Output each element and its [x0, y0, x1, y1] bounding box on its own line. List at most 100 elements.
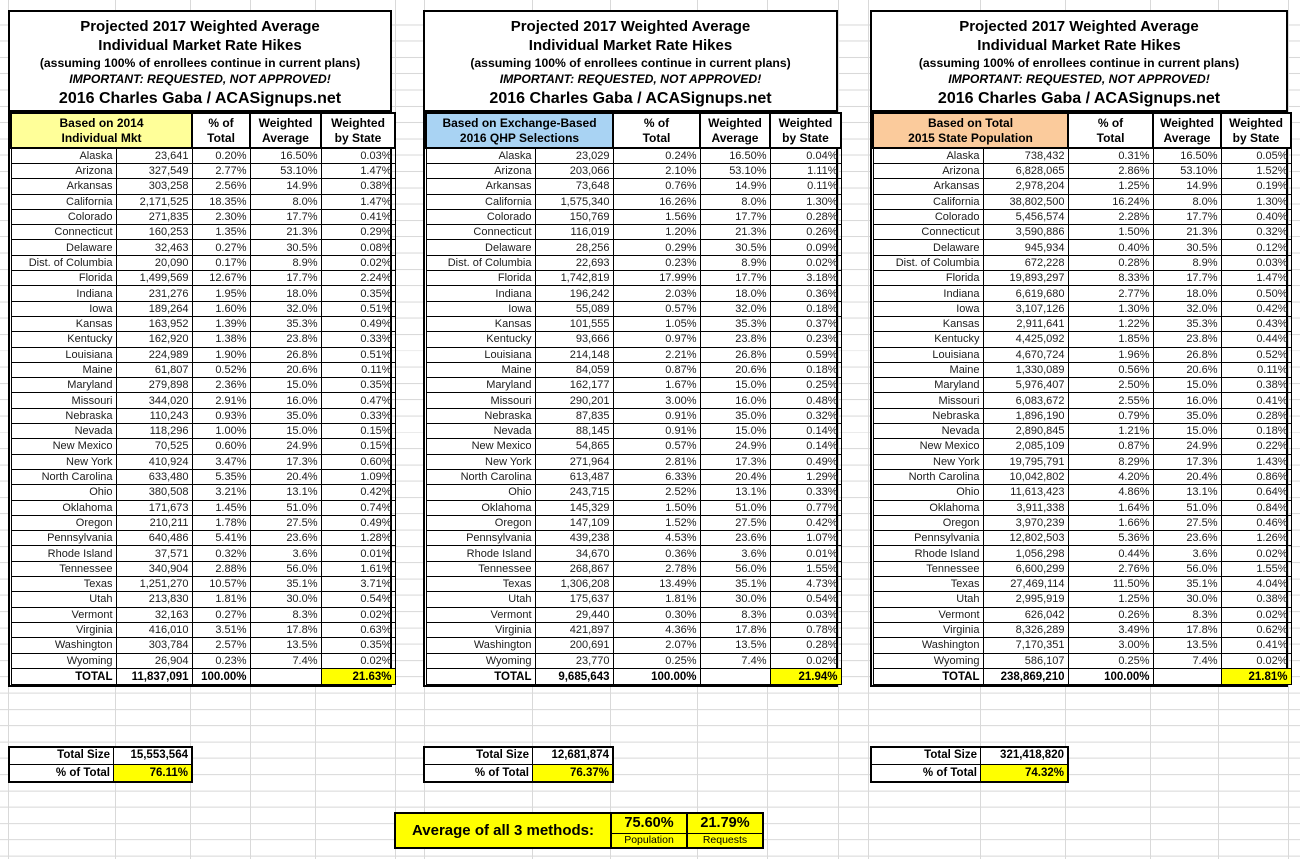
state-cell[interactable]: North Carolina — [10, 468, 117, 486]
state-cell[interactable]: Connecticut — [10, 224, 117, 241]
pct-of-total-cell[interactable]: 16.24% — [1067, 193, 1154, 210]
enrollment-cell[interactable]: 1,896,190 — [982, 407, 1069, 425]
state-cell[interactable]: Dist. of Columbia — [425, 254, 536, 272]
total-wavg-cell[interactable] — [1152, 667, 1222, 686]
pct-of-total-cell[interactable]: 1.39% — [191, 315, 251, 333]
weighted-average-cell[interactable]: 24.9% — [1152, 438, 1222, 455]
weighted-average-cell[interactable]: 14.9% — [1152, 178, 1222, 195]
enrollment-cell[interactable]: 32,463 — [115, 239, 193, 256]
enrollment-cell[interactable]: 439,238 — [534, 530, 614, 547]
state-cell[interactable]: Texas — [10, 576, 117, 593]
pct-of-total-cell[interactable]: 2.78% — [612, 560, 701, 578]
enrollment-cell[interactable]: 340,904 — [115, 560, 193, 578]
state-cell[interactable]: Alaska — [425, 147, 536, 164]
total-wavg-cell[interactable] — [699, 667, 771, 686]
weighted-average-cell[interactable]: 26.8% — [249, 346, 322, 363]
pct-of-total-cell[interactable]: 1.85% — [1067, 331, 1154, 348]
state-cell[interactable]: Nevada — [872, 423, 984, 440]
state-cell[interactable]: Alaska — [872, 147, 984, 164]
state-cell[interactable]: Missouri — [425, 392, 536, 409]
weighted-by-state-cell[interactable]: 0.86% — [1220, 468, 1292, 486]
weighted-average-cell[interactable]: 18.0% — [1152, 285, 1222, 302]
pct-of-total-cell[interactable]: 1.30% — [1067, 300, 1154, 317]
enrollment-cell[interactable]: 344,020 — [115, 392, 193, 409]
state-cell[interactable]: Rhode Island — [425, 545, 536, 562]
weighted-by-state-cell[interactable]: 0.42% — [769, 514, 842, 532]
enrollment-cell[interactable]: 23,641 — [115, 147, 193, 164]
enrollment-cell[interactable]: 23,029 — [534, 147, 614, 164]
pct-of-total-cell[interactable]: 1.60% — [191, 300, 251, 317]
enrollment-cell[interactable]: 118,296 — [115, 423, 193, 440]
weighted-average-cell[interactable]: 16.50% — [699, 147, 771, 164]
weighted-by-state-cell[interactable]: 0.33% — [320, 331, 396, 348]
weighted-by-state-cell[interactable]: 0.15% — [320, 423, 396, 440]
state-cell[interactable]: Dist. of Columbia — [872, 254, 984, 272]
state-cell[interactable]: Washington — [425, 637, 536, 654]
state-cell[interactable]: Maine — [10, 361, 117, 379]
state-cell[interactable]: Nevada — [425, 423, 536, 440]
state-cell[interactable]: Arizona — [872, 162, 984, 180]
state-cell[interactable]: Louisiana — [10, 346, 117, 363]
pct-of-total-cell[interactable]: 0.36% — [612, 545, 701, 562]
weighted-by-state-cell[interactable]: 1.26% — [1220, 530, 1292, 547]
weighted-average-cell[interactable]: 17.7% — [699, 208, 771, 226]
weighted-by-state-cell[interactable]: 0.04% — [769, 147, 842, 164]
state-cell[interactable]: Oklahoma — [425, 499, 536, 516]
pct-of-total-cell[interactable]: 2.07% — [612, 637, 701, 654]
weighted-by-state-cell[interactable]: 0.38% — [1220, 591, 1292, 608]
weighted-by-state-cell[interactable]: 0.03% — [769, 606, 842, 623]
pct-of-total-cell[interactable]: 3.51% — [191, 621, 251, 639]
total-value-cell[interactable]: 9,685,643 — [534, 667, 614, 686]
weighted-by-state-cell[interactable]: 0.33% — [320, 407, 396, 425]
state-cell[interactable]: Nebraska — [425, 407, 536, 425]
weighted-average-cell[interactable]: 24.9% — [249, 438, 322, 455]
weighted-by-state-cell[interactable]: 0.29% — [320, 224, 396, 241]
state-cell[interactable]: Rhode Island — [10, 545, 117, 562]
enrollment-cell[interactable]: 416,010 — [115, 621, 193, 639]
weighted-by-state-cell[interactable]: 0.38% — [320, 178, 396, 195]
state-cell[interactable]: Florida — [10, 270, 117, 287]
weighted-average-cell[interactable]: 21.3% — [699, 224, 771, 241]
enrollment-cell[interactable]: 410,924 — [115, 453, 193, 470]
state-cell[interactable]: Oregon — [872, 514, 984, 532]
pct-of-total-cell[interactable]: 2.36% — [191, 377, 251, 394]
weighted-average-cell[interactable]: 20.4% — [1152, 468, 1222, 486]
weighted-average-cell[interactable]: 27.5% — [249, 514, 322, 532]
weighted-by-state-cell[interactable]: 0.52% — [1220, 346, 1292, 363]
weighted-average-cell[interactable]: 20.6% — [1152, 361, 1222, 379]
pct-of-total-cell[interactable]: 4.53% — [612, 530, 701, 547]
enrollment-cell[interactable]: 626,042 — [982, 606, 1069, 623]
weighted-average-cell[interactable]: 35.3% — [699, 315, 771, 333]
weighted-by-state-cell[interactable]: 0.41% — [320, 208, 396, 226]
state-cell[interactable]: Tennessee — [872, 560, 984, 578]
state-cell[interactable]: Wyoming — [10, 652, 117, 669]
state-cell[interactable]: Indiana — [872, 285, 984, 302]
pct-of-total-cell[interactable]: 1.66% — [1067, 514, 1154, 532]
weighted-by-state-cell[interactable]: 0.18% — [769, 361, 842, 379]
weighted-by-state-cell[interactable]: 0.49% — [769, 453, 842, 470]
weighted-average-cell[interactable]: 30.5% — [1152, 239, 1222, 256]
weighted-by-state-cell[interactable]: 1.09% — [320, 468, 396, 486]
enrollment-cell[interactable]: 231,276 — [115, 285, 193, 302]
enrollment-cell[interactable]: 224,989 — [115, 346, 193, 363]
weighted-by-state-cell[interactable]: 0.41% — [1220, 637, 1292, 654]
weighted-by-state-cell[interactable]: 0.02% — [1220, 545, 1292, 562]
pct-of-total-cell[interactable]: 0.91% — [612, 423, 701, 440]
pct-of-total-cell[interactable]: 1.25% — [1067, 178, 1154, 195]
pct-of-total-cell[interactable]: 0.57% — [612, 438, 701, 455]
enrollment-cell[interactable]: 213,830 — [115, 591, 193, 608]
total-value-cell[interactable]: 11,837,091 — [115, 667, 193, 686]
pct-of-total-cell[interactable]: 17.99% — [612, 270, 701, 287]
weighted-average-cell[interactable]: 51.0% — [249, 499, 322, 516]
total-pct-cell[interactable]: 100.00% — [612, 667, 701, 686]
enrollment-cell[interactable]: 29,440 — [534, 606, 614, 623]
weighted-average-cell[interactable]: 23.8% — [1152, 331, 1222, 348]
pct-of-total-cell[interactable]: 5.36% — [1067, 530, 1154, 547]
weighted-by-state-cell[interactable]: 1.55% — [1220, 560, 1292, 578]
state-cell[interactable]: Tennessee — [10, 560, 117, 578]
weighted-average-cell[interactable]: 53.10% — [699, 162, 771, 180]
pct-of-total-cell[interactable]: 3.00% — [612, 392, 701, 409]
state-cell[interactable]: Oklahoma — [10, 499, 117, 516]
enrollment-cell[interactable]: 5,976,407 — [982, 377, 1069, 394]
weighted-average-cell[interactable]: 8.0% — [1152, 193, 1222, 210]
